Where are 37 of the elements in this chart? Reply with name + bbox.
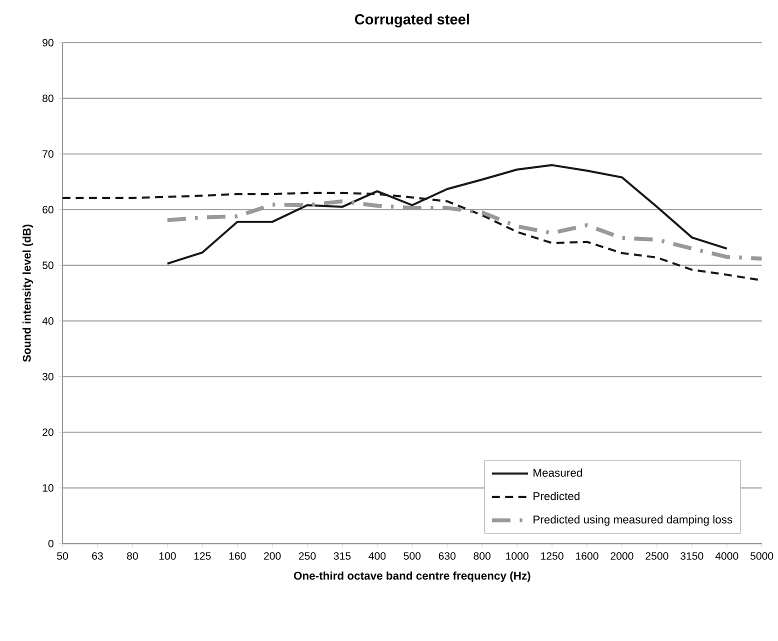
y-tick-label: 0 (48, 540, 54, 548)
legend-label: Predicted using measured damping loss (534, 515, 732, 526)
x-tick-label: 630 (438, 552, 456, 560)
x-tick-label: 5000 (750, 552, 774, 560)
y-tick-label: 90 (42, 39, 54, 46)
x-tick-label: 800 (474, 552, 491, 560)
x-tick-label: 3150 (680, 552, 704, 560)
x-tick-label: 2500 (646, 552, 668, 560)
x-tick-label: 125 (194, 552, 211, 560)
x-tick-label: 80 (127, 552, 138, 560)
x-tick-label: 315 (334, 552, 351, 560)
x-tick-label: 500 (404, 552, 421, 560)
y-tick-label: 10 (42, 484, 54, 492)
y-axis-title: Sound intensity level (dB) (22, 224, 33, 362)
chart-title: Corrugated steel (354, 14, 469, 28)
x-tick-label: 1000 (506, 552, 528, 560)
y-tick-label: 30 (42, 372, 54, 380)
legend-label: Predicted (534, 492, 580, 500)
y-tick-label: 70 (42, 150, 54, 158)
x-axis-title: One-third octave band centre frequency (Hz) (294, 572, 530, 582)
x-tick-label: 63 (92, 552, 103, 560)
x-tick-label: 50 (57, 552, 68, 560)
x-tick-label: 2000 (610, 552, 634, 560)
y-tick-label: 20 (42, 428, 54, 436)
x-tick-label: 400 (368, 552, 386, 560)
x-tick-label: 1250 (541, 552, 564, 560)
x-tick-label: 4000 (715, 552, 738, 560)
y-tick-label: 80 (42, 94, 54, 102)
x-tick-label: 250 (298, 552, 316, 560)
x-tick-label: 1600 (576, 552, 598, 560)
x-tick-label: 200 (264, 552, 281, 560)
y-tick-label: 60 (42, 206, 54, 214)
x-tick-label: 100 (159, 552, 176, 560)
y-tick-label: 50 (42, 262, 54, 270)
legend-label: Measured (534, 468, 582, 477)
y-tick-label: 40 (42, 317, 54, 325)
x-tick-label: 160 (229, 552, 246, 560)
